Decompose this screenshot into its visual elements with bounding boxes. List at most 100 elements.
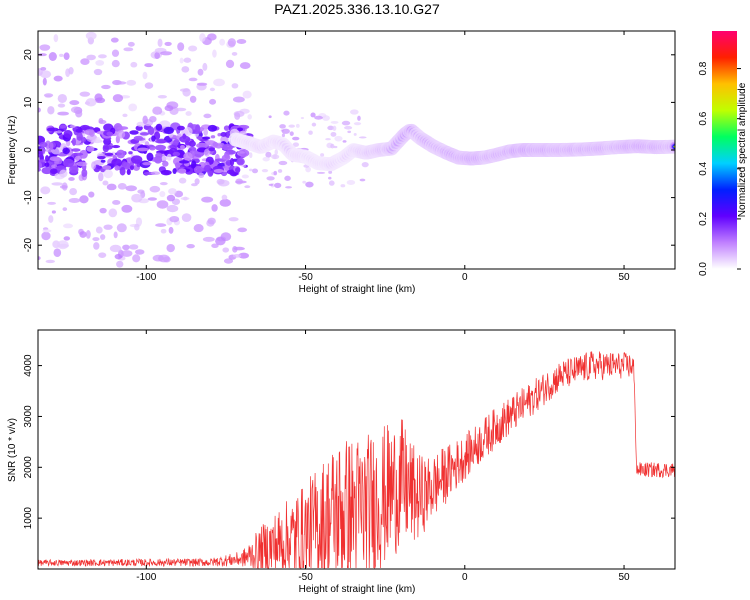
colorbar-label: Normalized spectral amplitude (737, 82, 748, 217)
colorbar-scale (712, 31, 737, 269)
spectrogram-noise-blob (344, 125, 353, 130)
spectrogram-noise-blob (225, 59, 235, 69)
spectrogram-noise-blob (155, 123, 163, 131)
spectrogram-noise-blob (133, 135, 144, 141)
spectrogram-noise-blob (42, 77, 47, 86)
spectrogram-noise-blob (160, 228, 167, 234)
spectrogram-noise-blob (201, 196, 214, 203)
spectrogram-noise-blob (222, 247, 230, 253)
y-tick-label: 3000 (23, 405, 34, 428)
spectrogram-noise-blob (139, 132, 150, 136)
spectrogram-noise-blob (184, 141, 190, 146)
spectrogram-noise-blob (196, 142, 208, 149)
spectrogram-noise-blob (47, 201, 56, 205)
spectrogram-noise-blob (119, 167, 126, 176)
spectrogram-noise-blob (38, 149, 43, 158)
spectrogram-noise-blob (128, 103, 138, 112)
spectrogram-noise-blob (160, 169, 172, 176)
spectrogram-noise-blob (136, 121, 145, 127)
spectrogram-noise-blob (125, 185, 138, 192)
spectrogram-noise-blob (251, 168, 259, 174)
spectrogram-noise-blob (149, 185, 161, 193)
spectrogram-noise-blob (219, 198, 231, 207)
spectrogram-noise-blob (231, 51, 238, 56)
spectrogram-noise-blob (180, 145, 186, 150)
spectrogram-noise-blob (183, 152, 193, 161)
spectrogram-noise-blob (154, 144, 167, 151)
spectrogram-noise-blob (86, 146, 95, 152)
spectrogram-noise-blob (178, 160, 190, 164)
spectrogram-noise-blob (328, 176, 332, 180)
spectrogram-noise-blob (241, 174, 249, 179)
spectrogram-noise-blob (212, 49, 217, 58)
spectrogram-noise-blob (103, 169, 113, 179)
spectrogram-noise-blob (157, 94, 168, 99)
spectrogram-noise-blob (40, 66, 47, 71)
spectrogram-noise-blob (333, 145, 338, 149)
spectrogram-noise-blob (208, 147, 215, 152)
y-tick-label: 0 (23, 147, 34, 153)
snr-y-ticks: 1000 2000 3000 4000 (23, 354, 675, 529)
spectrogram-noise-blob (147, 197, 158, 201)
spectrogram-noise-blob (48, 142, 54, 150)
x-tick-label: -100 (136, 272, 156, 283)
spectrogram-noise-blob (92, 237, 100, 242)
spectrogram-noise-blob (302, 180, 307, 184)
spectrogram-noise-blob (261, 169, 269, 173)
spectrogram-noise-blob (117, 182, 127, 190)
spectrogram-noise-blob (177, 168, 187, 174)
spectrogram-noise-blob (76, 132, 83, 141)
spectrogram-noise-blob (85, 31, 97, 40)
spectrogram-noise-blob (320, 153, 325, 157)
spectrogram-noise-blob (76, 161, 88, 167)
spectrogram-noise-blob (268, 183, 274, 186)
spectrogram-noise-blob (59, 169, 68, 178)
spectrogram-noise-blob (169, 215, 180, 223)
spectrogram-noise-blob (189, 95, 197, 103)
spectrogram-noise-blob (277, 169, 283, 173)
colorbar-tick-label: 0.8 (698, 61, 709, 75)
spectrogram-noise-blob (236, 127, 244, 132)
x-tick-label: 0 (462, 272, 468, 283)
spectrogram-noise-blob (179, 135, 191, 143)
spectrogram-noise-blob (106, 131, 114, 137)
spectrogram-noise-blob (300, 116, 305, 120)
colorbar-tick-label: 0.0 (698, 262, 709, 276)
spectrogram-noise-blob (234, 112, 241, 120)
colorbar-ticks: 0.0 0.2 0.4 0.6 0.8 (698, 61, 741, 276)
spectrogram-noise-blob (111, 59, 120, 68)
spectrogram-noise-blob (217, 133, 222, 137)
spectrogram-noise-blob (219, 38, 226, 46)
spectrogram-noise-blob (184, 127, 193, 136)
spectrogram-noise-blob (121, 204, 133, 213)
spectrogram-noise-blob (130, 61, 138, 68)
spectrogram-noise-blob (235, 178, 244, 185)
spectrogram-noise-blob (39, 44, 51, 51)
spectrogram-noise-blob (79, 149, 88, 159)
spectrogram-noise-blob (328, 180, 335, 186)
spectrogram-noise-blob (226, 169, 236, 175)
spectrogram-noise-blob (166, 153, 172, 161)
spectrogram-noise-blob (63, 158, 75, 168)
spectrogram-noise-blob (129, 244, 139, 250)
spectrogram-noise-blob (149, 115, 157, 123)
spectrogram-noise-blob (285, 186, 293, 189)
spectrogram-noise-blob (85, 98, 97, 107)
spectrogram-noise-blob (116, 126, 129, 130)
spectrogram-noise-blob (202, 62, 208, 71)
spectrogram-noise-blob (203, 128, 209, 136)
spectrogram-noise-blob (308, 130, 313, 135)
spectrogram-noise-blob (213, 168, 224, 173)
spectrogram-noise-blob (322, 115, 330, 121)
spectrogram-noise-blob (229, 157, 235, 166)
spectrogram-noise-blob (38, 107, 41, 113)
spectrogram-noise-blob (146, 152, 154, 162)
spectrogram-noise-blob (216, 178, 225, 185)
spectrogram-noise-blob (100, 234, 106, 240)
spectrogram-noise-blob (132, 254, 141, 263)
spectrogram-noise-blob (116, 223, 127, 233)
spectrogram-noise-blob (241, 164, 247, 167)
spectrogram-noise-blob (102, 165, 112, 170)
spectrogram-noise-blob (137, 147, 149, 152)
